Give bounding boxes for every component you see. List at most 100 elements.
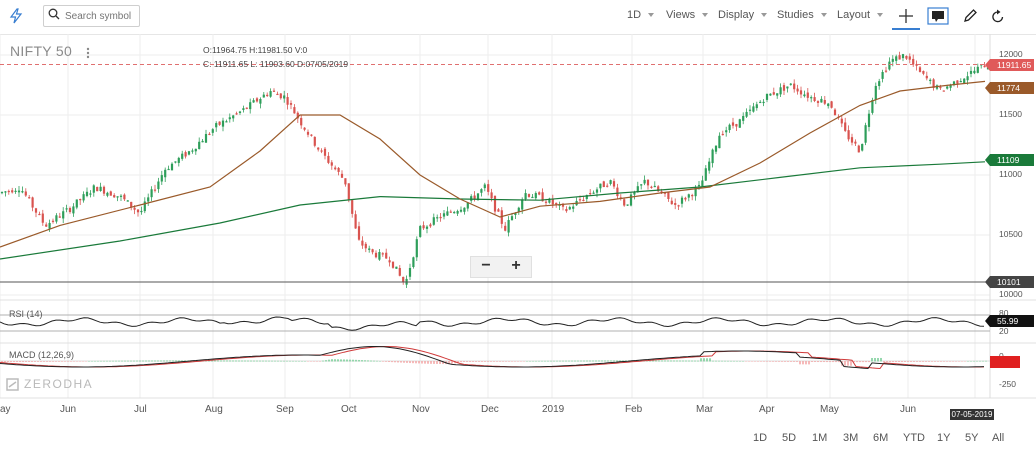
macd-histogram-bar xyxy=(706,358,708,362)
macd-histogram-bar xyxy=(772,361,774,362)
search-input[interactable] xyxy=(63,9,137,23)
candle-body xyxy=(208,133,211,136)
interval-dropdown[interactable]: 1D xyxy=(627,9,655,21)
candle-body xyxy=(946,86,949,89)
macd-histogram-bar xyxy=(37,361,39,362)
macd-histogram-bar xyxy=(793,361,795,362)
macd-histogram-bar xyxy=(883,361,885,363)
candle-body xyxy=(85,191,89,196)
candle-body xyxy=(867,113,871,127)
pencil-icon[interactable] xyxy=(962,8,978,29)
macd-histogram-bar xyxy=(175,360,177,362)
macd-histogram-bar xyxy=(937,361,939,362)
macd-histogram-bar xyxy=(742,360,744,362)
comment-icon[interactable] xyxy=(927,7,949,30)
macd-histogram-bar xyxy=(28,361,30,362)
zoom-in-button[interactable]: + xyxy=(511,257,521,274)
candle-body xyxy=(796,88,799,92)
candle-body xyxy=(245,107,248,109)
candle-body xyxy=(470,196,473,201)
macd-histogram-bar xyxy=(85,361,87,362)
macd-histogram-bar xyxy=(559,360,561,362)
views-dropdown[interactable]: Views xyxy=(666,9,709,21)
macd-histogram-bar xyxy=(49,361,51,362)
macd-histogram-bar xyxy=(490,361,492,362)
candle-body xyxy=(677,205,680,207)
macd-histogram-bar xyxy=(97,360,99,362)
candle-body xyxy=(303,127,306,130)
macd-histogram-bar xyxy=(520,361,522,362)
bolt-icon[interactable] xyxy=(9,8,23,29)
candle-body xyxy=(14,190,17,192)
macd-histogram-bar xyxy=(268,360,270,362)
range-all[interactable]: All xyxy=(992,432,1005,444)
search-box[interactable] xyxy=(43,5,140,27)
ma-short-label: 11774 xyxy=(985,82,1034,94)
candle-body xyxy=(759,101,762,104)
range-6m[interactable]: 6M xyxy=(873,432,889,444)
candle-body xyxy=(38,213,41,216)
candle-body xyxy=(966,76,969,81)
macd-histogram-bar xyxy=(664,360,666,362)
candle-body xyxy=(701,180,704,187)
month-label: Nov xyxy=(412,404,430,415)
candle-body xyxy=(204,133,208,143)
range-ytd[interactable]: YTD xyxy=(903,432,925,444)
macd-histogram-bar xyxy=(136,360,138,362)
candle-body xyxy=(772,92,775,95)
studies-dropdown[interactable]: Studies xyxy=(777,9,827,21)
candle-body xyxy=(449,211,452,213)
macd-histogram-bar xyxy=(508,361,510,362)
chart-area[interactable] xyxy=(0,34,1036,426)
candle-body xyxy=(925,75,928,79)
candle-body xyxy=(939,86,942,89)
price-chart[interactable] xyxy=(0,34,1036,426)
macd-histogram-bar xyxy=(607,360,609,362)
range-1d[interactable]: 1D xyxy=(753,432,768,444)
candle-body xyxy=(147,197,150,202)
macd-histogram-bar xyxy=(19,361,21,362)
macd-histogram-bar xyxy=(871,357,873,362)
range-5d[interactable]: 5D xyxy=(782,432,797,444)
zoom-out-button[interactable]: − xyxy=(481,257,491,274)
macd-histogram-bar xyxy=(169,360,171,362)
candle-body xyxy=(133,207,136,210)
candle-body xyxy=(439,216,442,219)
range-1m[interactable]: 1M xyxy=(812,432,828,444)
candle-body xyxy=(684,197,687,200)
candle-body xyxy=(340,173,344,178)
range-3m[interactable]: 3M xyxy=(843,432,859,444)
candle-body xyxy=(551,198,554,205)
range-5y[interactable]: 5Y xyxy=(965,432,979,444)
candle-body xyxy=(708,161,711,171)
macd-histogram-bar xyxy=(700,358,702,362)
range-1y[interactable]: 1Y xyxy=(937,432,951,444)
candle-body xyxy=(72,206,75,214)
macd-histogram-bar xyxy=(562,360,564,362)
macd-histogram-bar xyxy=(343,359,345,362)
candle-body xyxy=(334,167,337,170)
macd-histogram-bar xyxy=(811,361,813,362)
price-tick: 11500 xyxy=(999,109,1023,119)
candle-body xyxy=(884,70,888,72)
macd-histogram-bar xyxy=(730,360,732,362)
candle-body xyxy=(476,193,480,201)
candle-body xyxy=(969,70,973,74)
candle-body xyxy=(48,222,51,229)
layout-dropdown[interactable]: Layout xyxy=(837,9,884,21)
candle-body xyxy=(558,204,561,206)
macd-histogram-bar xyxy=(736,360,738,362)
candle-body xyxy=(813,97,816,102)
macd-histogram-bar xyxy=(223,360,225,362)
more-options-icon[interactable] xyxy=(86,46,90,64)
month-label: Jul xyxy=(134,404,147,415)
display-dropdown[interactable]: Display xyxy=(718,9,768,21)
macd-histogram-bar xyxy=(88,360,90,362)
macd-histogram-bar xyxy=(226,360,228,362)
candle-body xyxy=(874,85,877,100)
refresh-icon[interactable] xyxy=(991,8,1005,29)
macd-histogram-bar xyxy=(442,361,444,365)
candle-body xyxy=(55,215,58,222)
macd-histogram-bar xyxy=(538,360,540,362)
crosshair-icon[interactable] xyxy=(892,4,920,30)
